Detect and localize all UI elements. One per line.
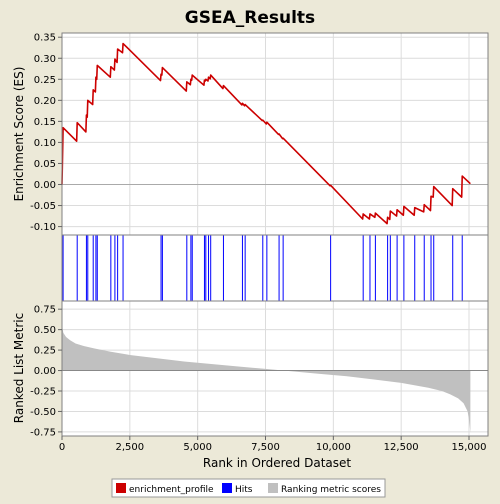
es-y-axis-label: Enrichment Score (ES) bbox=[12, 67, 26, 202]
legend-swatch-hits bbox=[222, 483, 232, 493]
es-y-tick-label: 0.25 bbox=[34, 75, 56, 86]
x-tick-label: 10,000 bbox=[316, 442, 351, 453]
ranked-panel-border bbox=[61, 300, 489, 437]
zero-lines bbox=[62, 184, 488, 372]
es-y-tick-label: 0.35 bbox=[34, 33, 56, 44]
x-tick-label: 15,000 bbox=[452, 442, 487, 453]
enrichment-profile-polyline bbox=[61, 42, 471, 225]
enrichment-panel bbox=[62, 33, 488, 235]
rank-y-tick-label: 0.00 bbox=[34, 366, 56, 377]
x-tick-label: 5,000 bbox=[183, 442, 212, 453]
rank-y-tick-label: 0.75 bbox=[34, 305, 56, 316]
ranking-metric-area bbox=[62, 325, 471, 433]
x-axis-label: Rank in Ordered Dataset bbox=[203, 456, 351, 470]
legend-swatch-ranking-metric-scores bbox=[268, 483, 278, 493]
rank-y-tick-label: -0.25 bbox=[30, 387, 56, 398]
x-tick-label: 0 bbox=[59, 442, 65, 453]
legend-swatch-enrichment-profile bbox=[116, 483, 126, 493]
rank-y-ticks: -0.75 -0.50 -0.25 0.00 0.25 0.50 0.75 bbox=[30, 305, 62, 438]
legend: enrichment_profile Hits Ranking metric s… bbox=[111, 478, 386, 498]
rank-y-tick-label: 0.25 bbox=[34, 346, 56, 357]
es-y-tick-label: -0.05 bbox=[30, 201, 56, 212]
rank-y-tick-label: -0.75 bbox=[30, 427, 56, 438]
es-y-tick-label: 0.20 bbox=[34, 96, 56, 107]
x-tick-label: 12,500 bbox=[384, 442, 419, 453]
es-y-tick-label: -0.10 bbox=[30, 222, 56, 233]
enrichment-profile-line bbox=[61, 42, 471, 225]
es-y-tick-label: 0.05 bbox=[34, 159, 56, 170]
x-tick-label: 7,500 bbox=[251, 442, 280, 453]
rank-y-axis-label: Ranked List Metric bbox=[12, 313, 26, 423]
hits-panel bbox=[62, 235, 488, 301]
legend-label-hits: Hits bbox=[235, 485, 253, 495]
rank-y-tick-label: 0.50 bbox=[34, 325, 56, 336]
x-ticks: 0 2,500 5,000 7,500 10,000 12,500 15,000 bbox=[59, 436, 487, 453]
legend-label-ranking-metric-scores: Ranking metric scores bbox=[281, 485, 381, 495]
chart-title: GSEA_Results bbox=[185, 8, 315, 28]
rank-y-tick-label: -0.50 bbox=[30, 407, 56, 418]
ranking-metric-area-path bbox=[62, 325, 471, 433]
es-y-tick-label: 0.10 bbox=[34, 138, 56, 149]
es-y-tick-label: 0.15 bbox=[34, 117, 56, 128]
legend-box bbox=[111, 478, 386, 498]
es-y-ticks: -0.10 -0.05 0.00 0.05 0.10 0.15 0.20 0.25 0.30 0.… bbox=[30, 33, 62, 233]
hit-marks bbox=[62, 235, 463, 301]
x-tick-label: 2,500 bbox=[116, 442, 145, 453]
es-y-tick-label: 0.30 bbox=[34, 54, 56, 65]
legend-label-enrichment-profile: enrichment_profile bbox=[129, 485, 214, 495]
es-y-tick-label: 0.00 bbox=[34, 180, 56, 191]
